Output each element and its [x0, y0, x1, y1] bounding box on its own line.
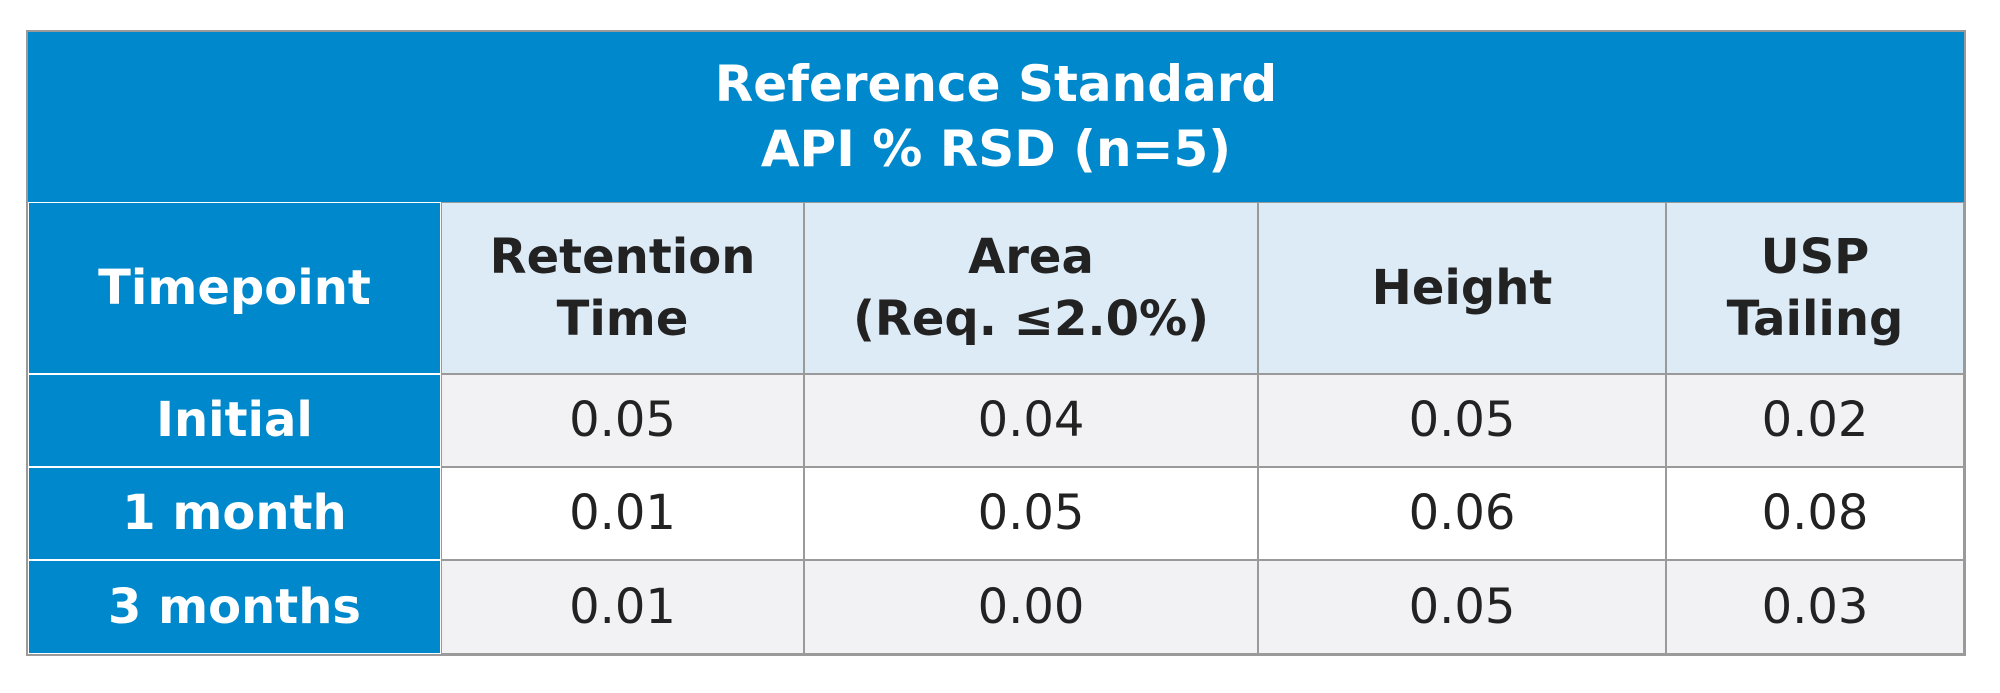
- header-text: USP: [1760, 228, 1870, 285]
- row-label: 1 month: [28, 467, 441, 560]
- cell-text: 0.08: [1761, 485, 1869, 542]
- cell-text: 0.06: [1408, 485, 1516, 542]
- cell-text: 0.04: [977, 392, 1085, 449]
- title-line: Reference Standard: [714, 55, 1278, 113]
- header-text: Height: [1371, 259, 1553, 316]
- data-cell: 0.06: [1258, 467, 1666, 560]
- cell-text: 0.01: [569, 485, 676, 542]
- row-label-text: Initial: [156, 392, 313, 449]
- data-cell: 0.01: [441, 467, 804, 560]
- data-cell: 0.08: [1666, 467, 1964, 560]
- header-text: Timepoint: [98, 259, 371, 316]
- cell-text: 0.02: [1761, 392, 1869, 449]
- header-cell: Timepoint: [28, 202, 441, 374]
- header-cell: USP Tailing: [1666, 202, 1964, 374]
- header-text: (Req. ≤2.0%): [852, 291, 1210, 347]
- header-text: Tailing: [1726, 291, 1904, 347]
- table: Reference Standard API % RSD (n=5) Timepoi…: [26, 30, 1966, 656]
- header-text: Retention: [489, 228, 756, 285]
- header-cell: Height: [1258, 202, 1666, 374]
- data-cell: 0.05: [1258, 560, 1666, 654]
- cell-text: 0.05: [569, 392, 676, 449]
- cell-text: 0.05: [977, 485, 1085, 542]
- row-label: Initial: [28, 374, 441, 467]
- cell-text: 0.05: [1408, 392, 1516, 449]
- title-line: API % RSD (n=5): [760, 120, 1232, 178]
- data-cell: 0.05: [441, 374, 804, 467]
- header-text: Area: [968, 228, 1094, 285]
- row-label: 3 months: [28, 560, 441, 654]
- header-cell: Area (Req. ≤2.0%): [804, 202, 1258, 374]
- data-cell: 0.02: [1666, 374, 1964, 467]
- data-cell: 0.05: [1258, 374, 1666, 467]
- header-text: Time: [556, 291, 689, 347]
- cell-text: 0.00: [977, 578, 1085, 635]
- row-label-text: 1 month: [122, 485, 347, 542]
- header-cell: Retention Time: [441, 202, 804, 374]
- row-label-text: 3 months: [108, 578, 361, 635]
- data-cell: 0.00: [804, 560, 1258, 654]
- data-cell: 0.05: [804, 467, 1258, 560]
- data-cell: 0.01: [441, 560, 804, 654]
- cell-text: 0.05: [1408, 578, 1516, 635]
- cell-text: 0.01: [569, 578, 676, 635]
- data-cell: 0.03: [1666, 560, 1964, 654]
- cell-text: 0.03: [1761, 578, 1869, 635]
- data-cell: 0.04: [804, 374, 1258, 467]
- title: Reference Standard API % RSD (n=5): [28, 32, 1964, 202]
